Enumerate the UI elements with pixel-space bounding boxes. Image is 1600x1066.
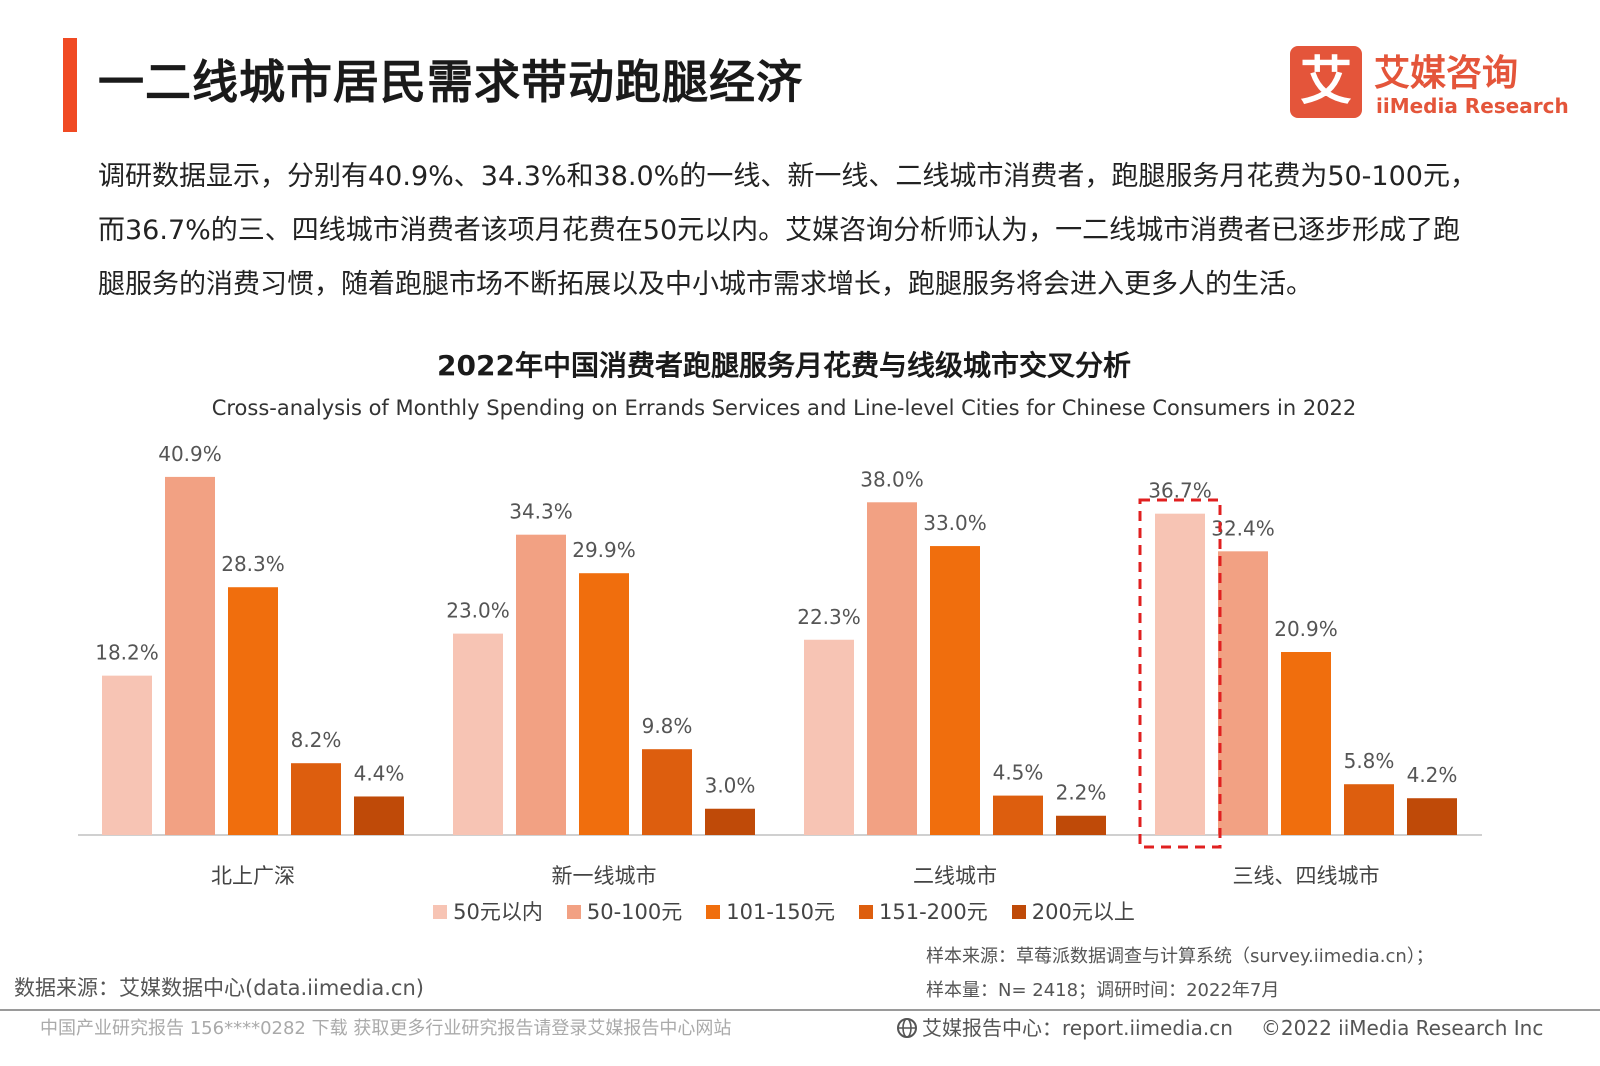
legend-item: 50-100元 [566, 896, 683, 926]
bar [1056, 815, 1106, 835]
chart-subtitle: Cross-analysis of Monthly Spending on Er… [211, 396, 1357, 420]
bar [102, 675, 152, 835]
data-label: 20.9% [1274, 617, 1338, 641]
data-label: 29.9% [572, 538, 636, 562]
data-label: 38.0% [860, 467, 924, 491]
data-label: 34.3% [509, 500, 573, 524]
highlight-box [1138, 498, 1222, 849]
data-label: 33.0% [923, 511, 987, 535]
bar [1344, 784, 1394, 835]
sample-note: 样本来源：草莓派数据调查与计算系统（survey.iimedia.cn）； 样本… [926, 940, 1434, 1008]
x-tick-label: 北上广深 [211, 864, 295, 888]
chart-legend: 50元以内 50-100元 101-150元 151-200元 200元以上 [0, 896, 1568, 926]
legend-swatch [566, 905, 581, 919]
bar [705, 808, 755, 835]
legend-label: 50元以内 [453, 900, 543, 924]
page-title: 一二线城市居民需求带动跑腿经济 [98, 55, 803, 109]
x-tick-label: 三线、四线城市 [1233, 864, 1380, 888]
legend-label: 200元以上 [1031, 900, 1135, 924]
legend-swatch [706, 905, 721, 919]
data-label: 3.0% [705, 774, 756, 798]
legend-label: 101-150元 [726, 900, 836, 924]
footer-watermark: 中国产业研究报告 156****0282 下载 获取更多行业研究报告请登录艾媒报… [40, 1018, 732, 1039]
data-label: 23.0% [446, 599, 510, 623]
bar [1407, 798, 1457, 835]
data-label: 8.2% [291, 728, 342, 752]
logo-name-en: iiMedia Research [1376, 94, 1569, 118]
sample-size-text: 样本量：N= 2418；调研时间：2022年7月 [926, 980, 1280, 1001]
data-label: 40.9% [158, 442, 222, 466]
bar [867, 502, 917, 835]
footer-divider [0, 1009, 1600, 1011]
x-tick-label: 二线城市 [913, 864, 997, 888]
bar [453, 633, 503, 835]
legend-label: 50-100元 [586, 900, 683, 924]
legend-swatch [1011, 905, 1026, 919]
bar [516, 534, 566, 835]
data-label: 5.8% [1344, 749, 1395, 773]
legend-item: 50元以内 [433, 896, 543, 926]
iimedia-logo: 艾 艾媒咨询 iiMedia Research [1290, 44, 1569, 120]
data-label: 4.2% [1407, 763, 1458, 787]
bar [228, 587, 278, 835]
data-label: 28.3% [221, 552, 285, 576]
legend-label: 151-200元 [879, 900, 988, 924]
report-center-link[interactable]: 艾媒报告中心：report.iimedia.cn [922, 1016, 1233, 1040]
title-accent-bar [63, 38, 77, 132]
globe-icon [897, 1018, 917, 1038]
legend-swatch [433, 905, 448, 919]
data-label: 2.2% [1056, 781, 1107, 805]
footer-credit: 艾媒报告中心：report.iimedia.cn ©2022 iiMedia Re… [896, 1012, 1543, 1041]
sample-source-text: 样本来源：草莓派数据调查与计算系统（survey.iimedia.cn）； [926, 946, 1434, 967]
data-label: 9.8% [642, 714, 693, 738]
bar [1281, 652, 1331, 835]
data-label: 32.4% [1211, 516, 1275, 540]
intro-paragraph: 调研数据显示，分别有40.9%、34.3%和38.0%的一线、新一线、二线城市消… [98, 161, 1477, 300]
bar [1155, 513, 1205, 835]
chart-title: 2022年中国消费者跑腿服务月花费与线级城市交叉分析 [437, 349, 1131, 382]
data-source-text: 数据来源：艾媒数据中心(data.iimedia.cn) [14, 976, 424, 1000]
bar [354, 796, 404, 835]
copyright-text: ©2022 iiMedia Research Inc [1260, 1016, 1544, 1040]
bar [579, 573, 629, 835]
data-label: 18.2% [95, 641, 159, 665]
legend-swatch [859, 905, 874, 919]
legend-item: 151-200元 [859, 896, 988, 926]
bar [291, 763, 341, 835]
legend-item: 101-150元 [706, 896, 835, 926]
bar [804, 639, 854, 835]
data-label: 4.5% [993, 761, 1044, 785]
bar [1218, 551, 1268, 835]
logo-name-cn: 艾媒咨询 [1374, 53, 1519, 94]
bar [165, 476, 215, 835]
data-label: 22.3% [797, 605, 861, 629]
bar [642, 749, 692, 835]
bar [930, 546, 980, 835]
bar [993, 795, 1043, 835]
x-tick-label: 新一线城市 [552, 864, 657, 888]
data-label: 4.4% [354, 761, 405, 785]
logo-mark-icon: 艾 [1290, 46, 1362, 118]
legend-item: 200元以上 [1011, 896, 1135, 926]
